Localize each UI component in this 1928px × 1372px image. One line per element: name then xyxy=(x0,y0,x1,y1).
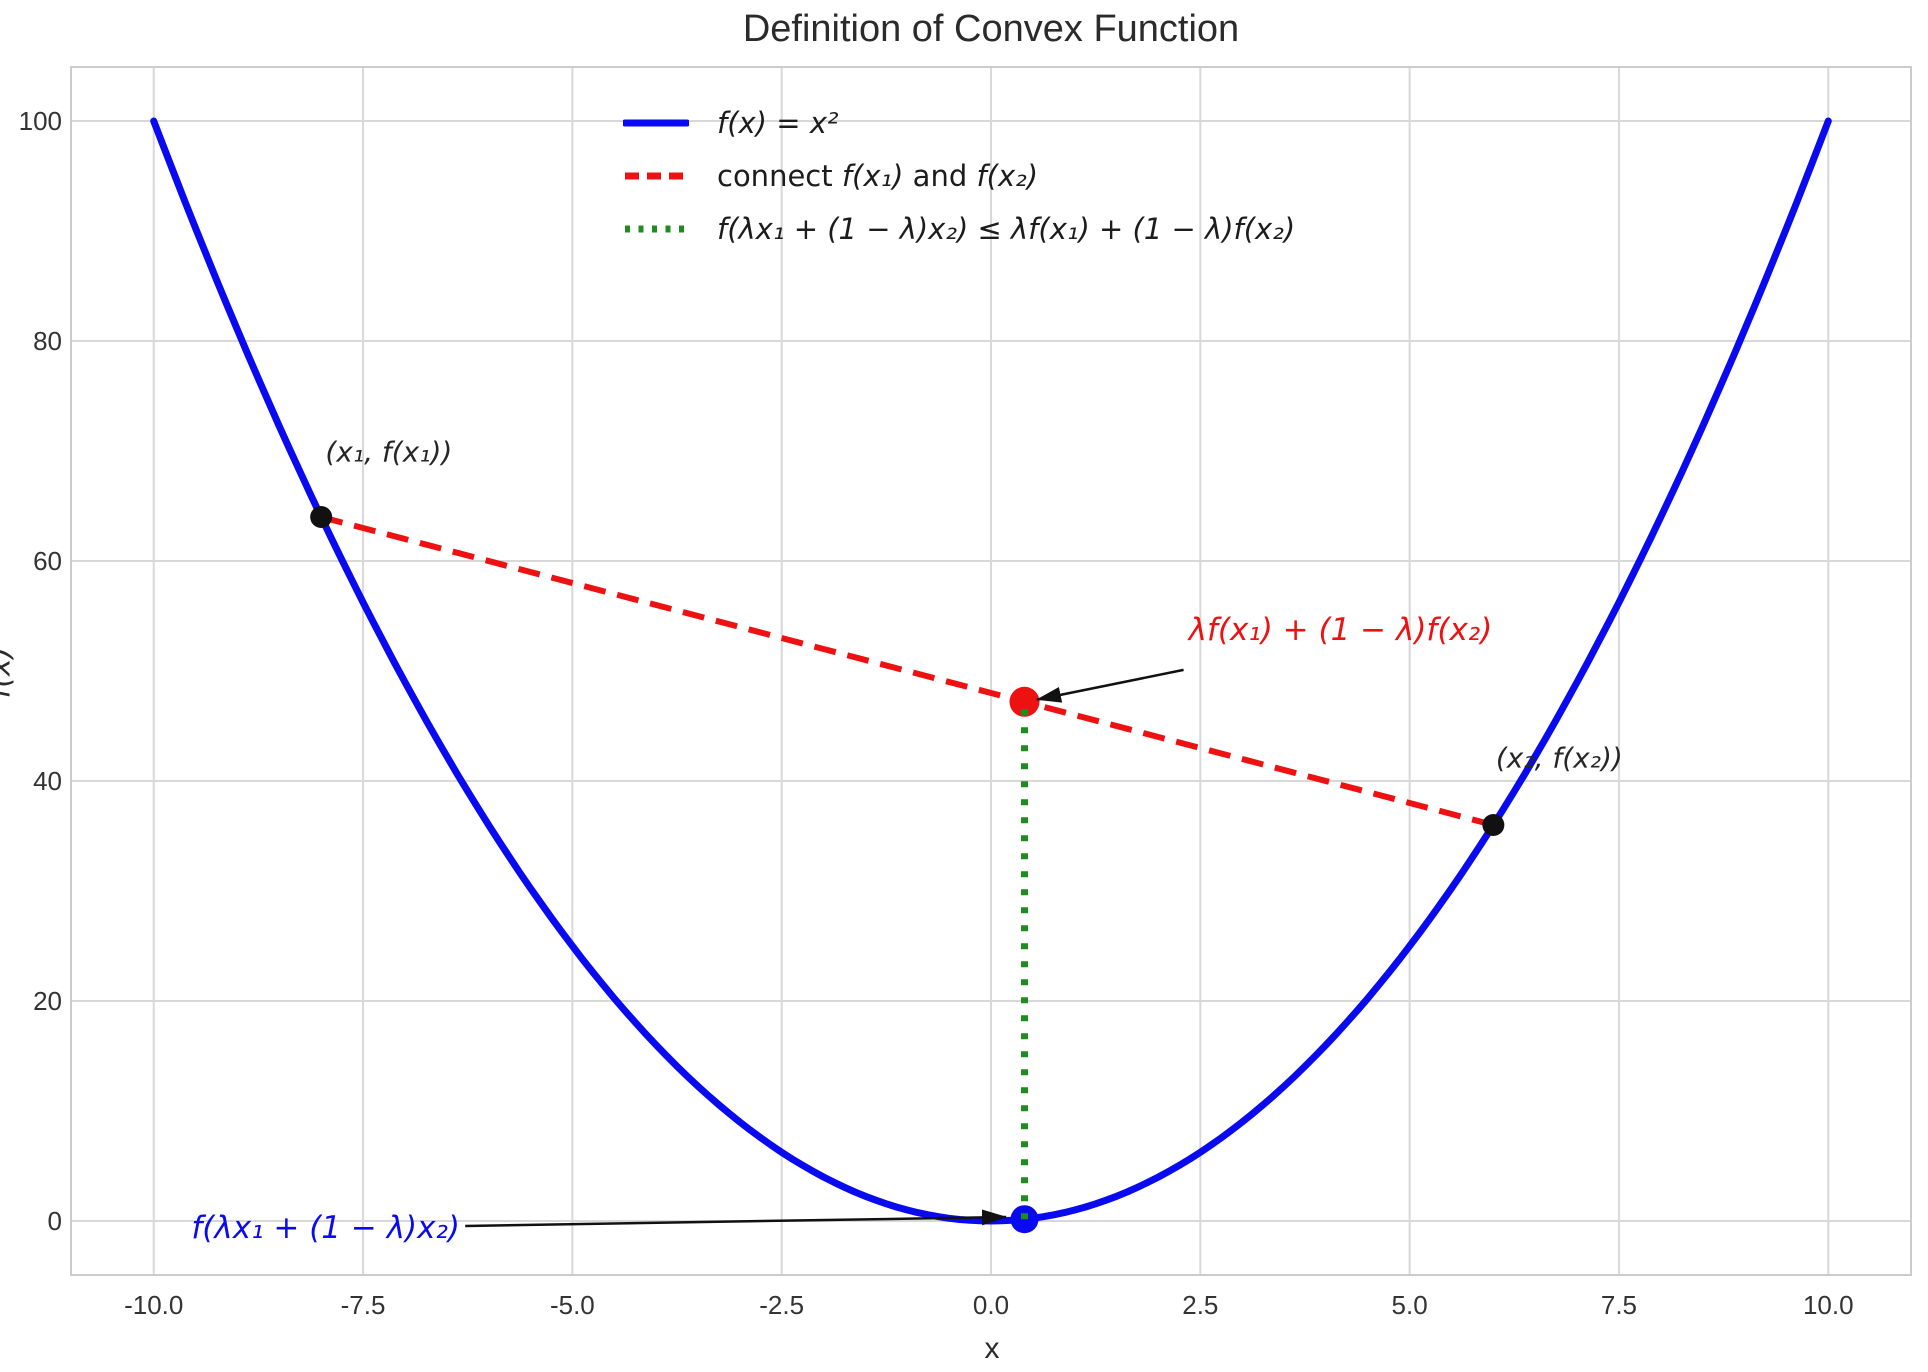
x-tick-label: -7.5 xyxy=(340,1290,386,1320)
y-axis-label: f(x) xyxy=(0,646,18,699)
label-chord-combination: λf(x₁) + (1 − λ)f(x₂) xyxy=(1188,612,1493,649)
legend-line-sample-dotted xyxy=(625,225,687,232)
legend-line-sample-dashed xyxy=(625,172,687,179)
x-tick-label: -5.0 xyxy=(549,1290,595,1320)
x-tick-label: 10.0 xyxy=(1802,1290,1854,1320)
label-function-value-arrow xyxy=(465,1209,1008,1228)
legend-label: f(λx₁ + (1 − λ)x₂) ≤ λf(x₁) + (1 − λ)f(x… xyxy=(717,212,1295,246)
legend-line-sample-solid xyxy=(623,119,689,126)
y-tick-label: 80 xyxy=(33,326,62,356)
legend-label-part: connect xyxy=(717,158,842,193)
plot-area xyxy=(70,66,1912,1276)
chart-canvas xyxy=(70,66,1912,1276)
x-tick-label: 2.5 xyxy=(1182,1290,1219,1320)
point-x2 xyxy=(1482,814,1505,836)
legend-label-part: f(x₂) xyxy=(976,158,1039,193)
label-chord-combination-arrow xyxy=(1036,668,1184,703)
y-tick-label: 20 xyxy=(33,986,62,1016)
y-tick-label: 40 xyxy=(33,766,62,796)
label-point-x1: (x₁, f(x₁)) xyxy=(325,435,453,469)
y-tick-label: 0 xyxy=(47,1206,62,1236)
chart-title: Definition of Convex Function xyxy=(742,8,1240,50)
x-axis-label: x xyxy=(984,1332,1000,1365)
legend: f(x) = x² connect f(x₁) and f(x₂) f(λx₁ + … xyxy=(623,96,1295,255)
legend-entry: f(λx₁ + (1 − λ)x₂) ≤ λf(x₁) + (1 − λ)f(x… xyxy=(623,202,1295,255)
legend-label: connect f(x₁) and f(x₂) xyxy=(717,159,1038,193)
y-tick-label: 60 xyxy=(33,546,62,576)
legend-label-part: f(λx₁ + (1 − λ)x₂) ≤ λf(x₁) + (1 − λ)f(x… xyxy=(717,211,1296,246)
chord-segment xyxy=(320,514,1495,828)
legend-entry: connect f(x₁) and f(x₂) xyxy=(623,149,1295,202)
x-tick-label: -2.5 xyxy=(759,1290,805,1320)
point-x1 xyxy=(310,506,333,528)
x-tick-label: 0.0 xyxy=(972,1290,1010,1320)
label-function-value: f(λx₁ + (1 − λ)x₂) xyxy=(191,1210,461,1247)
x-tick-label: 5.0 xyxy=(1391,1290,1428,1320)
legend-label-part: f(x₁) xyxy=(841,158,904,193)
x-tick-label: -10.0 xyxy=(124,1290,184,1320)
legend-entry: f(x) = x² xyxy=(623,96,1295,149)
label-point-x2: (x₂, f(x₂)) xyxy=(1495,741,1623,775)
legend-label-part: and xyxy=(903,158,977,193)
point-chord-combination xyxy=(1009,686,1040,717)
legend-label-part: f(x) = x² xyxy=(717,105,839,140)
axes-spine xyxy=(70,66,1912,1276)
x-tick-label: 7.5 xyxy=(1600,1290,1638,1320)
y-tick-label: 100 xyxy=(18,106,62,136)
legend-label: f(x) = x² xyxy=(717,106,839,140)
